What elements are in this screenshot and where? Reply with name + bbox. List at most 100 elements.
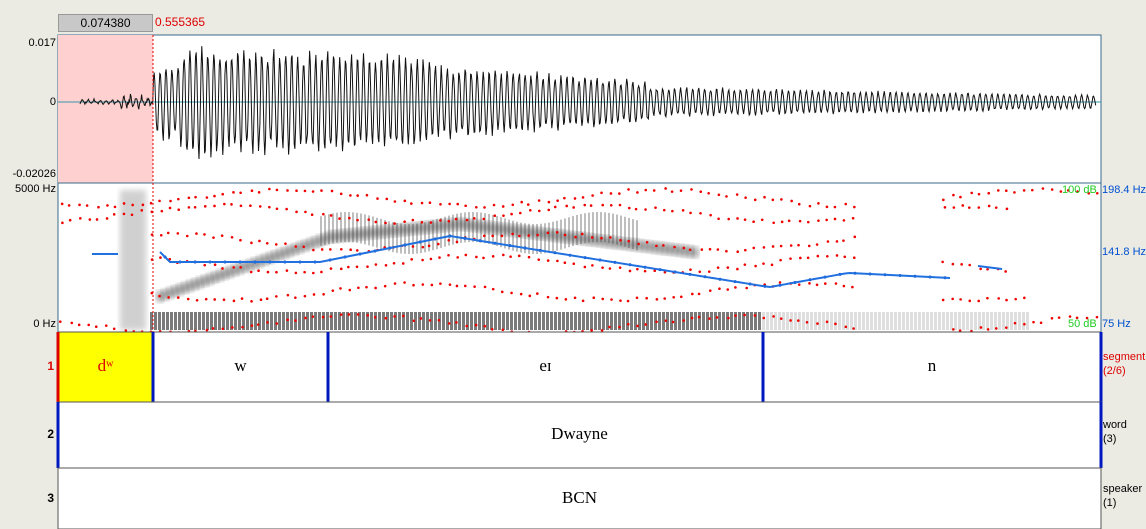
formant-dot bbox=[600, 191, 603, 195]
formant-dot bbox=[275, 270, 278, 274]
formant-1 bbox=[626, 312, 629, 330]
formant-dot bbox=[806, 220, 810, 224]
formant-dot bbox=[725, 249, 728, 253]
formant-dot bbox=[257, 191, 261, 194]
interval-label[interactable]: dʷ bbox=[97, 356, 114, 375]
formant-dot bbox=[959, 298, 962, 301]
tier-count: (1) bbox=[1103, 496, 1117, 509]
formant-dot bbox=[348, 288, 352, 292]
formant-1 bbox=[806, 312, 809, 330]
formant-1 bbox=[898, 312, 901, 330]
formant-dot bbox=[581, 299, 585, 303]
formant-dot bbox=[590, 329, 593, 332]
formant-dot bbox=[294, 245, 298, 248]
formant-dot bbox=[294, 271, 298, 275]
formant-dot bbox=[250, 324, 254, 327]
formant-dot bbox=[295, 189, 298, 193]
formant-dot bbox=[456, 256, 459, 259]
formant-1 bbox=[1014, 312, 1017, 330]
formant-dot bbox=[403, 220, 406, 223]
formant-dot bbox=[589, 204, 593, 207]
pitch-min: 75 Hz bbox=[1102, 318, 1131, 330]
formant-1 bbox=[194, 312, 197, 330]
formant-dot bbox=[412, 319, 416, 323]
formant-dot bbox=[688, 248, 692, 252]
interval-label[interactable]: eɪ bbox=[539, 356, 552, 375]
formant-dot bbox=[221, 327, 225, 331]
formant-dot bbox=[835, 254, 839, 257]
formant-dot bbox=[411, 218, 415, 222]
interval-label[interactable]: Dwayne bbox=[551, 424, 608, 443]
formant-dot bbox=[790, 199, 793, 203]
formant-dot bbox=[780, 198, 783, 201]
formant-dot bbox=[968, 299, 972, 303]
interval-label[interactable]: w bbox=[234, 356, 247, 375]
formant-dot bbox=[331, 289, 335, 292]
selection-start[interactable]: 0.074380 bbox=[58, 14, 153, 32]
pitch-max: 198.4 Hz bbox=[1102, 184, 1146, 196]
formant-dot bbox=[79, 217, 82, 220]
formant-dot bbox=[320, 248, 324, 251]
interval-label[interactable]: n bbox=[927, 356, 937, 375]
formant-dot bbox=[384, 264, 388, 267]
formant-dot bbox=[329, 214, 333, 217]
formant-1 bbox=[310, 312, 313, 330]
formant-dot bbox=[717, 193, 721, 197]
formant-1 bbox=[598, 312, 601, 330]
formant-dot bbox=[725, 195, 728, 198]
formant-3 bbox=[476, 212, 478, 243]
formant-dot bbox=[653, 269, 657, 272]
formant-dot bbox=[655, 244, 658, 248]
formant-1 bbox=[650, 312, 653, 330]
formant-3 bbox=[340, 212, 342, 243]
formant-dot bbox=[565, 204, 569, 208]
freq-min: 0 Hz bbox=[33, 318, 56, 330]
formant-dot bbox=[430, 283, 434, 287]
formant-3 bbox=[432, 220, 434, 251]
formant-dot bbox=[511, 232, 514, 236]
formant-dot bbox=[312, 248, 315, 252]
formant-1 bbox=[894, 312, 897, 330]
formant-dot bbox=[105, 217, 109, 220]
tier-number[interactable]: 2 bbox=[47, 427, 54, 441]
formant-dot bbox=[421, 283, 425, 286]
formant-dot bbox=[365, 193, 369, 197]
formant-dot bbox=[294, 319, 297, 322]
formant-dot bbox=[193, 205, 197, 209]
formant-dot bbox=[619, 299, 622, 302]
formant-dot bbox=[166, 231, 170, 235]
formant-1 bbox=[486, 312, 489, 330]
formant-1 bbox=[218, 312, 221, 330]
tier-number[interactable]: 1 bbox=[47, 359, 54, 373]
formant-1 bbox=[190, 312, 193, 330]
formant-dot bbox=[528, 294, 532, 298]
formant-dot bbox=[744, 196, 747, 199]
formant-3 bbox=[328, 214, 330, 245]
formant-dot bbox=[762, 262, 765, 265]
formant-dot bbox=[572, 262, 576, 266]
formant-3 bbox=[460, 212, 462, 243]
formant-1 bbox=[1022, 312, 1025, 330]
formant-1 bbox=[602, 312, 605, 330]
formant-1 bbox=[298, 312, 301, 330]
wave-min: -0.02026 bbox=[12, 168, 56, 180]
formant-1 bbox=[918, 312, 921, 330]
tier-number[interactable]: 3 bbox=[47, 490, 54, 505]
formant-dot bbox=[608, 267, 612, 270]
formant-dot bbox=[816, 322, 819, 325]
formant-1 bbox=[882, 312, 885, 330]
formant-3 bbox=[604, 212, 606, 243]
formant-dot bbox=[303, 189, 307, 193]
formant-dot bbox=[230, 203, 233, 206]
formant-1 bbox=[930, 312, 933, 330]
formant-dot bbox=[439, 282, 442, 285]
interval-label[interactable]: BCN bbox=[562, 487, 597, 507]
formant-dot bbox=[727, 316, 730, 320]
formant-3 bbox=[420, 223, 422, 254]
formant-1 bbox=[386, 312, 389, 330]
formant-3 bbox=[560, 219, 562, 250]
formant-dot bbox=[338, 217, 341, 220]
formant-3 bbox=[616, 214, 618, 245]
formant-dot bbox=[1005, 298, 1008, 302]
